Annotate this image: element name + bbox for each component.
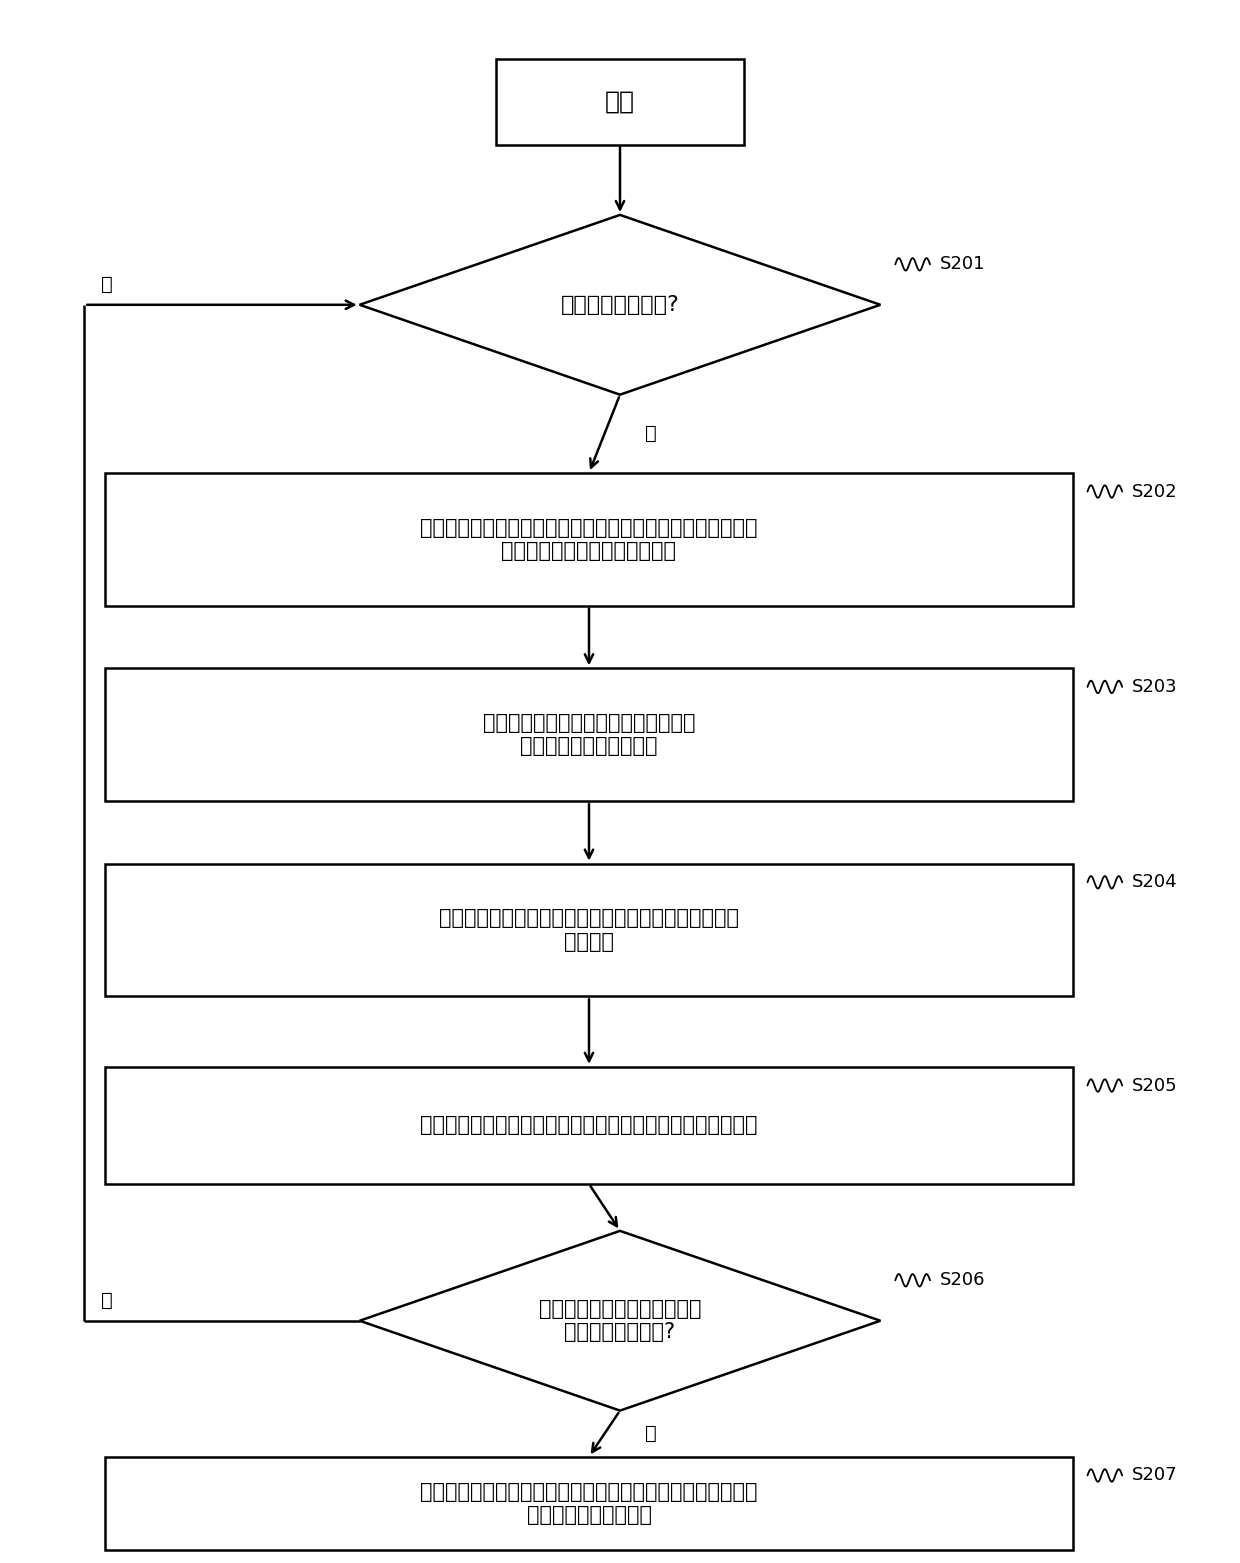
Bar xyxy=(496,58,744,144)
Polygon shape xyxy=(360,214,880,395)
Bar xyxy=(105,1457,1073,1550)
Text: 控制按照加热参数对流经室外换热器的
冷媒进液管路的冷媒加热: 控制按照加热参数对流经室外换热器的 冷媒进液管路的冷媒加热 xyxy=(482,713,696,756)
Text: S207: S207 xyxy=(1132,1466,1178,1485)
Text: S205: S205 xyxy=(1132,1077,1178,1094)
Text: S202: S202 xyxy=(1132,483,1178,500)
Text: 空调需要进行除霜?: 空调需要进行除霜? xyxy=(560,295,680,314)
Bar xyxy=(105,863,1073,997)
Text: 调整空调的压缩机、室外风机、室内风机或节流装置的
运行状态: 调整空调的压缩机、室外风机、室内风机或节流装置的 运行状态 xyxy=(439,908,739,952)
Text: S201: S201 xyxy=(940,255,986,274)
Text: 是: 是 xyxy=(645,1424,657,1443)
Polygon shape xyxy=(360,1232,880,1410)
Text: S204: S204 xyxy=(1132,874,1178,891)
Text: S206: S206 xyxy=(940,1271,986,1289)
Text: 否: 否 xyxy=(100,275,113,294)
Text: 根据室外换热器的冷媒进液温度与室外换热器的冷媒出液温度
的温度差值确定加热的加热参数: 根据室外换热器的冷媒进液温度与室外换热器的冷媒出液温度 的温度差值确定加热的加热… xyxy=(420,517,758,561)
Bar xyxy=(105,1066,1073,1185)
Text: 获得室外换热器的室外盘管温度和室外换热器的冷媒出液温度: 获得室外换热器的室外盘管温度和室外换热器的冷媒出液温度 xyxy=(420,1116,758,1135)
Text: 控制停止加热并停止调整空调的压缩机、室外风机、室内风机
或节流装置的运行状态: 控制停止加热并停止调整空调的压缩机、室外风机、室内风机 或节流装置的运行状态 xyxy=(420,1482,758,1525)
Bar xyxy=(105,472,1073,605)
Text: 否: 否 xyxy=(100,1291,113,1310)
Text: 室外盘管温度和冷媒出液温度
满足除霜退出条件?: 室外盘管温度和冷媒出液温度 满足除霜退出条件? xyxy=(538,1299,702,1343)
Text: 是: 是 xyxy=(645,424,657,444)
Bar xyxy=(105,669,1073,800)
Text: 开始: 开始 xyxy=(605,89,635,114)
Text: S203: S203 xyxy=(1132,678,1178,696)
